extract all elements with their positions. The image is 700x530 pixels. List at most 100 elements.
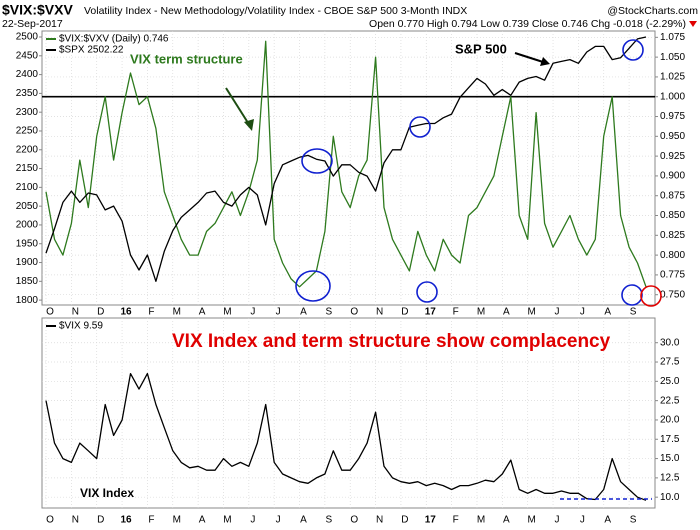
- x-tick-label: F: [148, 307, 154, 318]
- y-tick-label: 1.025: [660, 72, 685, 83]
- y-tick-label: 0.800: [660, 250, 685, 261]
- x-tick-label: O: [46, 307, 54, 318]
- x-tick-label: A: [503, 307, 510, 318]
- y-tick-label: 1950: [16, 238, 39, 249]
- x-tick-label: S: [630, 307, 637, 318]
- x-tick-label: N: [72, 515, 79, 526]
- y-tick-label: 2000: [16, 220, 39, 231]
- x-tick-label: F: [148, 515, 154, 526]
- x-tick-label: J: [276, 307, 281, 318]
- x-tick-label: D: [97, 307, 104, 318]
- x-tick-label: M: [528, 515, 536, 526]
- y-tick-label: 0.775: [660, 270, 685, 281]
- y-tick-label: 22.5: [660, 395, 680, 406]
- x-tick-label: N: [376, 515, 383, 526]
- y-tick-label: 1900: [16, 257, 39, 268]
- series-line: [45, 40, 647, 288]
- highlight-circle: [622, 39, 644, 61]
- y-tick-label: 2350: [16, 88, 39, 99]
- y-tick-label: 15.0: [660, 453, 680, 464]
- highlight-circle: [301, 148, 333, 174]
- y-tick-label: 1.075: [660, 32, 685, 43]
- y-tick-label: 30.0: [660, 337, 680, 348]
- y-tick-label: 25.0: [660, 376, 680, 387]
- x-tick-label: J: [276, 515, 281, 526]
- x-tick-label: F: [453, 307, 459, 318]
- y-tick-label: 2400: [16, 69, 39, 80]
- annotation: VIX Index: [80, 486, 134, 500]
- y-tick-label: 0.950: [660, 131, 685, 142]
- annotation-arrow: [514, 52, 544, 63]
- x-tick-label: J: [580, 307, 585, 318]
- y-tick-label: 2200: [16, 144, 39, 155]
- x-tick-label: M: [223, 307, 231, 318]
- x-tick-label: N: [376, 307, 383, 318]
- x-tick-label: S: [326, 515, 333, 526]
- series-line: [45, 372, 647, 501]
- panel-frame: [41, 317, 656, 509]
- date: 22-Sep-2017: [2, 18, 63, 30]
- x-tick-label: M: [477, 307, 485, 318]
- y-tick-label: 0.825: [660, 230, 685, 241]
- x-tick-label: M: [528, 307, 536, 318]
- y-tick-label: 17.5: [660, 434, 680, 445]
- highlight-circle: [640, 285, 662, 307]
- x-tick-label: A: [199, 307, 206, 318]
- y-tick-label: 1850: [16, 276, 39, 287]
- x-tick-label: 16: [120, 515, 132, 526]
- x-tick-label: F: [453, 515, 459, 526]
- y-tick-label: 12.5: [660, 473, 680, 484]
- x-tick-label: A: [300, 307, 307, 318]
- x-tick-label: A: [199, 515, 206, 526]
- plot-area: O N D 16 F M A M J J A S O N D 17 F M A M J J A S 1800 1850 1900 19…: [16, 30, 685, 526]
- annotation: S&P 500: [455, 41, 507, 56]
- y-tick-label: 2100: [16, 182, 39, 193]
- y-tick-label: 1.000: [660, 91, 685, 102]
- x-tick-label: 17: [425, 307, 437, 318]
- y-tick-label: 2500: [16, 32, 39, 43]
- y-tick-label: 2150: [16, 163, 39, 174]
- y-tick-label: 2450: [16, 50, 39, 61]
- x-tick-label: M: [223, 515, 231, 526]
- y-tick-label: 27.5: [660, 357, 680, 368]
- x-tick-label: S: [630, 515, 637, 526]
- x-tick-label: J: [250, 307, 255, 318]
- highlight-circle: [409, 116, 431, 138]
- y-tick-label: 10.0: [660, 492, 680, 503]
- annotation-arrow: [225, 87, 251, 127]
- y-tick-label: 0.850: [660, 210, 685, 221]
- y-tick-label: 1.050: [660, 52, 685, 63]
- x-tick-label: O: [350, 307, 358, 318]
- x-tick-label: D: [401, 515, 408, 526]
- x-tick-label: O: [350, 515, 358, 526]
- x-tick-label: M: [477, 515, 485, 526]
- annotation: VIX Index and term structure show compla…: [172, 331, 611, 352]
- down-arrow: [689, 21, 697, 27]
- y-tick-label: 20.0: [660, 415, 680, 426]
- x-tick-label: D: [401, 307, 408, 318]
- x-tick-label: M: [173, 307, 181, 318]
- highlight-circles: [295, 39, 644, 306]
- y-tick-label: 2300: [16, 107, 39, 118]
- x-tick-label: O: [46, 515, 54, 526]
- legend-label: $SPX 2502.22: [59, 45, 124, 56]
- y-tick-label: 0.900: [660, 171, 685, 182]
- chart-subtitle: Volatility Index - New Methodology/Volat…: [84, 5, 467, 17]
- highlight-circle: [295, 270, 331, 302]
- annotation-arrow-head: [540, 57, 550, 66]
- x-tick-label: 17: [425, 515, 437, 526]
- highlight-circle: [416, 281, 438, 303]
- x-tick-label: 16: [120, 307, 132, 318]
- x-tick-label: M: [173, 515, 181, 526]
- series-line: [45, 36, 647, 282]
- watermark: @StockCharts.com: [607, 5, 698, 17]
- x-tick-label: N: [72, 307, 79, 318]
- annotation-arrow-head: [244, 119, 254, 131]
- panel-frame: [41, 30, 656, 306]
- x-tick-label: A: [503, 515, 510, 526]
- x-tick-label: A: [604, 515, 611, 526]
- y-tick-label: 2050: [16, 201, 39, 212]
- x-tick-label: S: [326, 307, 333, 318]
- legend-label: $VIX:$VXV (Daily) 0.746: [59, 34, 169, 45]
